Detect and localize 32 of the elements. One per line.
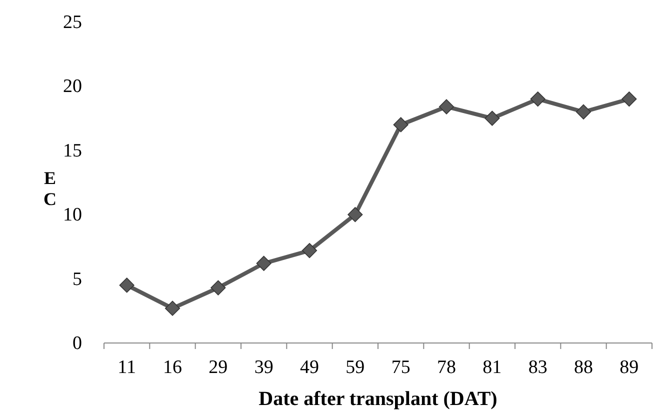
x-tick-label: 39 — [254, 357, 274, 378]
x-tick-label: 29 — [208, 357, 228, 378]
x-axis-title: Date after transplant (DAT) — [258, 388, 498, 410]
point — [302, 243, 318, 258]
point — [622, 92, 637, 107]
y-tick-label: 25 — [63, 12, 82, 33]
y-tick-label: 20 — [63, 76, 82, 98]
x-tick-label: 88 — [574, 357, 593, 378]
x-tick-label: 11 — [118, 357, 136, 378]
x-tick-label: 49 — [300, 357, 319, 378]
point — [164, 300, 180, 316]
x-tick-label: 83 — [528, 357, 548, 378]
point — [438, 99, 454, 114]
x-tick-label: 89 — [620, 357, 639, 378]
x-tick-label: 59 — [346, 357, 365, 378]
x-tick-label: 75 — [391, 357, 410, 378]
y-tick-label: 15 — [63, 140, 82, 162]
y-tick-label: 0 — [72, 333, 82, 354]
point — [348, 207, 363, 222]
point — [484, 110, 500, 126]
point — [576, 104, 592, 120]
y-axis-title: EC — [44, 168, 56, 209]
y-tick-label: 5 — [72, 268, 82, 290]
point — [210, 280, 226, 296]
x-tick-label: 78 — [437, 357, 456, 378]
y-tick-label: 10 — [63, 204, 82, 226]
x-tick-label: 16 — [163, 357, 182, 378]
point — [256, 256, 272, 271]
x-tick-label: 81 — [482, 357, 502, 378]
point — [530, 92, 546, 107]
point — [393, 117, 408, 132]
point — [119, 278, 134, 293]
